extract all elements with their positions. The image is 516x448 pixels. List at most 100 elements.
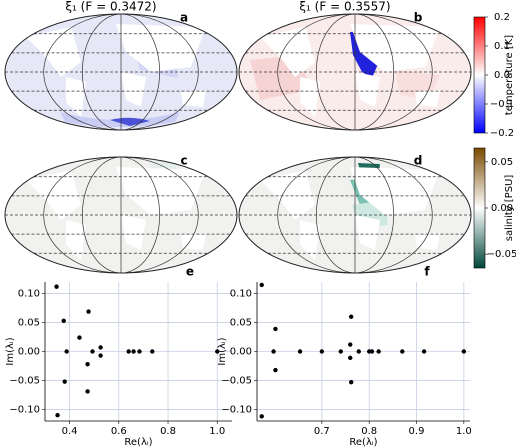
point (376, 349, 381, 354)
panel-title: ξ₁ (F = 0.3557) (299, 0, 390, 14)
y-axis-label: Im(λᵢ) (5, 337, 16, 365)
point (273, 326, 278, 332)
map-outline (4, 156, 238, 274)
y-tick-label: 0.00 (230, 347, 252, 358)
point (150, 349, 155, 354)
land (66, 77, 86, 117)
point (85, 389, 90, 394)
point (461, 349, 467, 354)
colorbar-tick-label: 0.05 (491, 157, 513, 168)
point (297, 349, 303, 354)
land (300, 220, 320, 260)
land (300, 77, 320, 117)
point (259, 414, 264, 419)
y-tick-label: 0.10 (18, 289, 40, 300)
colorbar-tick-label: −0.2 (490, 128, 514, 139)
y-tick-label: −0.10 (221, 404, 252, 415)
colorbar (473, 147, 486, 269)
land (116, 167, 206, 215)
x-axis-label: Re(λᵢ) (124, 437, 152, 448)
colorbar-label: temperature [K] (504, 35, 515, 115)
land (121, 215, 146, 250)
point (348, 342, 353, 347)
point (54, 284, 59, 289)
y-tick-label: −0.10 (9, 404, 40, 415)
x-tick-label: 0.8 (361, 426, 377, 437)
field-patch (110, 117, 150, 126)
panel-letter: a (180, 11, 188, 25)
panel-letter: c (180, 154, 187, 168)
point (98, 353, 103, 358)
colorbar-tick-label: 0.2 (494, 12, 510, 23)
field-patch (60, 112, 180, 127)
land (355, 215, 380, 250)
map-field (26, 24, 206, 127)
point (400, 349, 405, 354)
panel-title: ξ₁ (F = 0.3472) (65, 0, 156, 14)
point (126, 349, 131, 354)
point (421, 349, 427, 354)
point (90, 349, 95, 354)
land (181, 90, 206, 107)
land (121, 72, 146, 107)
y-tick-label: −0.05 (9, 375, 40, 386)
land (66, 220, 86, 260)
x-axis-label: Re(λᵢ) (349, 437, 377, 448)
y-tick-label: 0.05 (230, 318, 252, 329)
colorbar-tick-label: 0.1 (494, 41, 510, 52)
colorbar-tick-label: −0.05 (487, 249, 516, 260)
map-panel (238, 156, 472, 274)
point (369, 349, 375, 354)
colorbar-tick-label: 0.0 (494, 70, 510, 81)
map-outline (4, 13, 238, 131)
colorbar-label: salinity [PSU] (504, 175, 515, 242)
point (273, 367, 278, 373)
point (271, 349, 276, 354)
x-tick-label: 1.0 (209, 426, 225, 437)
point (319, 349, 325, 354)
point (77, 335, 82, 340)
x-tick-label: 0.9 (409, 426, 425, 437)
map-panel (4, 156, 238, 274)
map-field (26, 160, 206, 260)
y-tick-label: 0.10 (230, 289, 252, 300)
point (338, 349, 343, 354)
y-tick-label: 0.05 (18, 318, 40, 329)
colorbar-tick-label: −0.1 (490, 99, 514, 110)
map-outline (238, 156, 472, 274)
land (350, 167, 440, 215)
point (348, 355, 353, 361)
map-panel (238, 13, 472, 131)
land (26, 27, 81, 77)
point (215, 349, 220, 354)
panel-letter: e (186, 265, 194, 279)
point (137, 349, 142, 354)
map-outline (238, 13, 472, 131)
x-tick-label: 0.6 (111, 426, 127, 437)
point (356, 349, 361, 354)
point (62, 379, 67, 384)
panel-letter: b (414, 11, 423, 25)
point (98, 345, 103, 350)
point (64, 349, 69, 354)
x-tick-label: 0.4 (62, 426, 78, 437)
point (348, 379, 354, 385)
point (348, 314, 354, 319)
map-panel (4, 13, 238, 131)
point (61, 318, 66, 324)
y-tick-label: −0.05 (221, 375, 252, 386)
y-axis-label: Im(λᵢ) (217, 337, 228, 365)
panel-letter: d (414, 154, 423, 168)
land (415, 233, 440, 250)
map-field (260, 163, 440, 260)
x-tick-label: 0.8 (160, 426, 176, 437)
point (259, 282, 264, 288)
point (55, 413, 60, 418)
x-tick-label: 1.0 (456, 426, 472, 437)
colorbar (473, 16, 486, 134)
point (131, 349, 136, 354)
land (415, 90, 440, 107)
land (260, 170, 315, 220)
